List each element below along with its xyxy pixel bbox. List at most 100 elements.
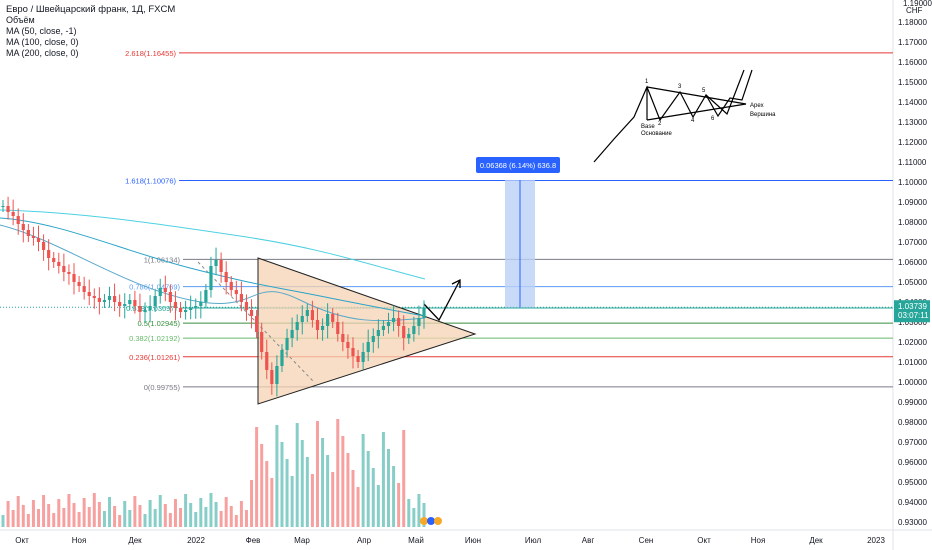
volume-bar bbox=[31, 500, 35, 527]
candle-body bbox=[143, 310, 147, 312]
price-tick-label: 1.07000 bbox=[898, 238, 927, 247]
price-tick-label: 0.98000 bbox=[898, 418, 927, 427]
pattern-lower-line bbox=[646, 103, 747, 121]
volume-bar bbox=[361, 434, 365, 527]
candle-body bbox=[361, 352, 365, 362]
volume-bar bbox=[265, 461, 269, 527]
legend-ma100[interactable]: MA (100, close, 0) bbox=[6, 37, 79, 47]
legend-ma200[interactable]: MA (200, close, 0) bbox=[6, 48, 79, 58]
price-tick-label: 1.17000 bbox=[898, 38, 927, 47]
time-tick-label: Окт bbox=[697, 536, 711, 545]
candle-body bbox=[270, 370, 274, 384]
candle-body bbox=[214, 260, 218, 266]
candle-body bbox=[87, 292, 91, 296]
price-tick-label: 1.16000 bbox=[898, 58, 927, 67]
price-tick-label: 1.08000 bbox=[898, 218, 927, 227]
volume-bar bbox=[113, 506, 117, 527]
volume-bar bbox=[285, 459, 289, 527]
pattern-point-label: 5 bbox=[702, 88, 706, 94]
price-tick-label: 0.96000 bbox=[898, 458, 927, 467]
volume-bar bbox=[1, 515, 5, 527]
fib-label: 0.382(1.02192) bbox=[129, 334, 180, 343]
candle-body bbox=[239, 294, 243, 302]
symbol-title[interactable]: Евро / Швейцарский франк, 1Д, FXCM bbox=[6, 4, 176, 15]
volume-bar bbox=[163, 504, 167, 527]
volume-bar bbox=[336, 419, 340, 527]
volume-bar bbox=[392, 466, 396, 527]
current-price-tag bbox=[894, 300, 930, 323]
candle-body bbox=[194, 306, 198, 308]
volume-bar bbox=[179, 508, 183, 527]
event-icon bbox=[427, 517, 435, 525]
projection-arrow bbox=[423, 279, 461, 322]
volume-bar bbox=[26, 514, 30, 527]
pattern-upper-line bbox=[646, 86, 747, 105]
time-tick-label: 2023 bbox=[867, 536, 885, 545]
volume-bar bbox=[158, 495, 162, 527]
candle-body bbox=[107, 296, 112, 300]
pattern-point-label: 6 bbox=[711, 116, 715, 122]
ma200-line bbox=[0, 209, 426, 280]
candle-body bbox=[173, 302, 178, 308]
price-tick-label: 0.99000 bbox=[898, 398, 927, 407]
time-tick-label: Сен bbox=[639, 536, 654, 545]
volume-bar bbox=[11, 510, 15, 527]
time-tick-label: Апр bbox=[357, 536, 372, 545]
price-range-measure[interactable]: 0.06368 (6.14%) 636.8 bbox=[476, 157, 560, 308]
price-tick-label: 0.95000 bbox=[898, 478, 927, 487]
candle-body bbox=[52, 258, 56, 262]
candle-body bbox=[351, 348, 355, 356]
time-axis[interactable]: Окт Ноя Дек 2022 Фев Мар Апр Май Июн Июл Авг Сен Окт… bbox=[15, 536, 885, 545]
current-price-label: 1.03739 bbox=[898, 302, 927, 311]
candle-body bbox=[36, 238, 41, 242]
volume-bar bbox=[376, 485, 380, 527]
legend-volume[interactable]: Объём bbox=[6, 15, 35, 25]
candle-body bbox=[326, 314, 330, 326]
candle-body bbox=[391, 318, 396, 322]
candle-body bbox=[6, 206, 10, 212]
pattern-zigzag bbox=[593, 69, 753, 163]
candle-body bbox=[219, 260, 223, 272]
volume-bar bbox=[229, 506, 233, 527]
pattern-breakout bbox=[705, 69, 745, 116]
volume-bar bbox=[204, 507, 208, 527]
candle-body bbox=[417, 318, 421, 326]
time-tick-label: Ноя bbox=[751, 536, 766, 545]
measure-label: 0.06368 (6.14%) 636.8 bbox=[480, 161, 556, 170]
ma100-line bbox=[0, 217, 426, 317]
legend-ma50[interactable]: MA (50, close, -1) bbox=[6, 26, 77, 36]
volume-bar bbox=[341, 436, 345, 527]
candle-body bbox=[26, 230, 30, 236]
candle-body bbox=[346, 342, 350, 348]
candle-body bbox=[386, 322, 391, 326]
candle-body bbox=[21, 224, 25, 230]
volume-bar bbox=[407, 499, 411, 527]
candle-body bbox=[112, 296, 117, 302]
volume-bar bbox=[133, 496, 137, 527]
candle-body bbox=[118, 302, 122, 306]
pattern-point-label: 3 bbox=[678, 84, 682, 90]
chart-legend: Евро / Швейцарский франк, 1Д, FXCM Объём… bbox=[6, 4, 175, 59]
candle-body bbox=[148, 306, 152, 310]
time-tick-label: Май bbox=[408, 536, 424, 545]
volume-bar bbox=[346, 453, 350, 527]
volume-bar bbox=[57, 499, 61, 527]
candle-body bbox=[1, 206, 5, 207]
volume-bar bbox=[381, 432, 385, 527]
candle-body bbox=[163, 288, 167, 292]
volume-bar bbox=[412, 508, 416, 527]
volume-bar bbox=[255, 427, 259, 527]
fib-label: 0.236(1.01261) bbox=[129, 353, 180, 362]
candle-body bbox=[336, 322, 340, 334]
volume-bar bbox=[37, 509, 41, 527]
volume-bar bbox=[275, 425, 279, 527]
candle-body bbox=[128, 300, 132, 304]
candle-body bbox=[67, 272, 71, 274]
volume-bar bbox=[16, 496, 20, 527]
candle-body bbox=[16, 216, 20, 224]
candle-body bbox=[305, 310, 309, 316]
volume-bar bbox=[138, 505, 142, 527]
